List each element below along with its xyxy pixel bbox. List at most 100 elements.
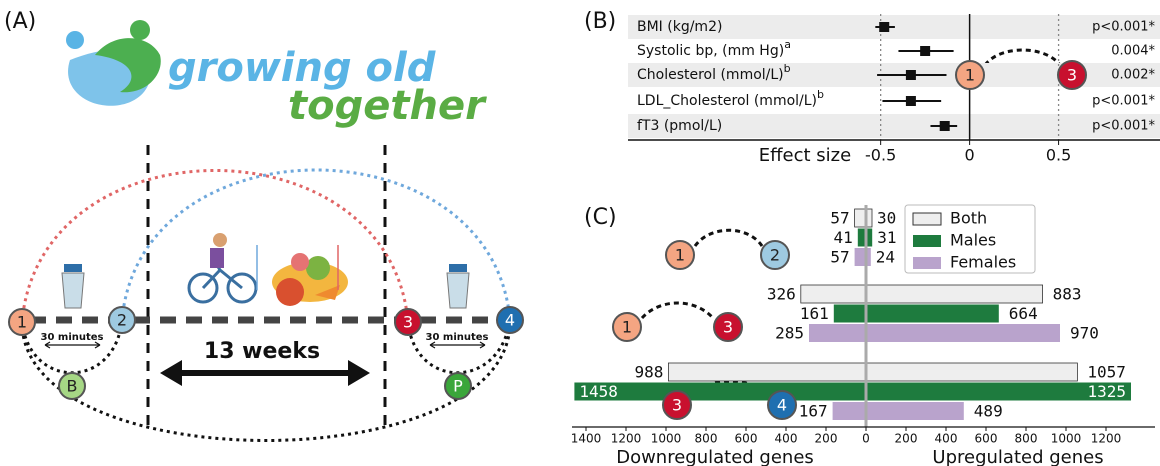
arc [985,50,1060,65]
bar [801,285,866,303]
node-label: 3 [672,396,682,415]
node-label: B [67,377,78,396]
x-tick-label: 1000 [1051,432,1082,446]
x-tick-label: 800 [1015,432,1038,446]
value-label: 31 [877,228,896,247]
panel-label: (B) [584,9,616,34]
x-tick-label: 400 [775,432,798,446]
value-label: 664 [1009,304,1038,323]
bar [574,383,866,401]
legend-swatch [913,257,941,269]
bar [834,305,866,323]
panel-label: (A) [4,9,36,34]
p-value: 0.004* [1111,44,1155,59]
value-label: 326 [767,285,796,304]
category-label: Systolic bp, (mm Hg)a [637,38,791,59]
bike-icon [189,233,257,302]
x-tick-label: 1400 [571,432,602,446]
bar [866,285,1043,303]
bar [866,305,999,323]
superscript: b [784,62,791,75]
arc [642,303,713,318]
node-label: 3 [403,313,413,332]
panel-label: (C) [584,205,617,230]
value-label: 161 [800,304,829,323]
node-label: 4 [505,311,515,330]
value-label: 883 [1053,285,1082,304]
shaker-icon [62,264,84,308]
node-label: 1 [965,66,975,85]
x-tick-label: 0 [965,146,975,165]
x-tick-label: -0.5 [865,146,896,165]
category-text: Cholesterol (mmol/L) [637,67,784,83]
superscript: b [817,88,824,101]
value-label: 57 [830,248,849,267]
bar [809,324,866,342]
category-label: BMI (kg/m2) [637,19,722,35]
x-axis-label: Upregulated genes [932,447,1103,466]
figure: (A)growing oldtogether30 minutes30 minut… [0,0,1160,466]
x-tick-label: 400 [935,432,958,446]
arc [695,230,762,246]
shaker-icon [447,264,469,308]
value-label: 285 [775,324,804,343]
x-tick-label: 1200 [611,432,642,446]
value-label: 970 [1070,324,1099,343]
bar [866,402,964,420]
node-label: 1 [675,246,685,265]
value-label: 41 [834,228,853,247]
estimate [906,70,916,80]
category-label: fT3 (pmol/L) [637,118,722,134]
category-text: LDL_Cholesterol (mmol/L) [637,93,817,109]
value-label: 30 [877,209,896,228]
arc [22,320,122,373]
legend-swatch [913,235,941,247]
node-label: 2 [770,246,780,265]
category-text: fT3 (pmol/L) [637,118,722,134]
bar [866,324,1060,342]
p-value: p<0.001* [1092,119,1155,134]
category-text: BMI (kg/m2) [637,19,722,35]
x-tick-label: 0 [862,432,870,446]
x-axis-label: Downregulated genes [616,447,814,466]
bar [866,363,1077,381]
estimate [906,96,916,106]
node-label: P [453,377,463,396]
value-label: 57 [830,209,849,228]
value-label: 1057 [1087,363,1126,382]
p-value: p<0.001* [1092,94,1155,109]
superscript: a [784,38,791,51]
node-label: 4 [777,396,787,415]
node-label: 1 [17,313,27,332]
value-label: 167 [799,402,828,421]
p-value: 0.002* [1111,68,1155,83]
value-label: 1458 [579,382,618,401]
node-label: 2 [117,311,127,330]
legend-label: Both [950,209,987,228]
p-value: p<0.001* [1092,20,1155,35]
x-tick-label: 0.5 [1046,146,1071,165]
estimate [940,121,950,131]
x-tick-label: 600 [975,432,998,446]
x-tick-label: 800 [695,432,718,446]
x-tick-label: 1200 [1091,432,1122,446]
node-label: 3 [1067,66,1077,85]
estimate [920,46,930,56]
value-label: 1325 [1087,382,1126,401]
food-icon [272,245,348,306]
x-axis-label: Effect size [759,145,851,166]
node-label: 3 [723,318,733,337]
estimate [879,22,889,32]
duration-label: 30 minutes [426,332,489,343]
legend-label: Males [950,231,996,250]
node-label: 1 [622,318,632,337]
value-label: 489 [974,402,1003,421]
duration-label: 30 minutes [41,332,104,343]
logo-dot [130,20,150,40]
bar [668,363,866,381]
x-tick-label: 200 [895,432,918,446]
bar [855,248,866,266]
logo-text: together [288,83,487,129]
category-text: Systolic bp, (mm Hg) [637,43,784,59]
value-label: 24 [876,248,895,267]
